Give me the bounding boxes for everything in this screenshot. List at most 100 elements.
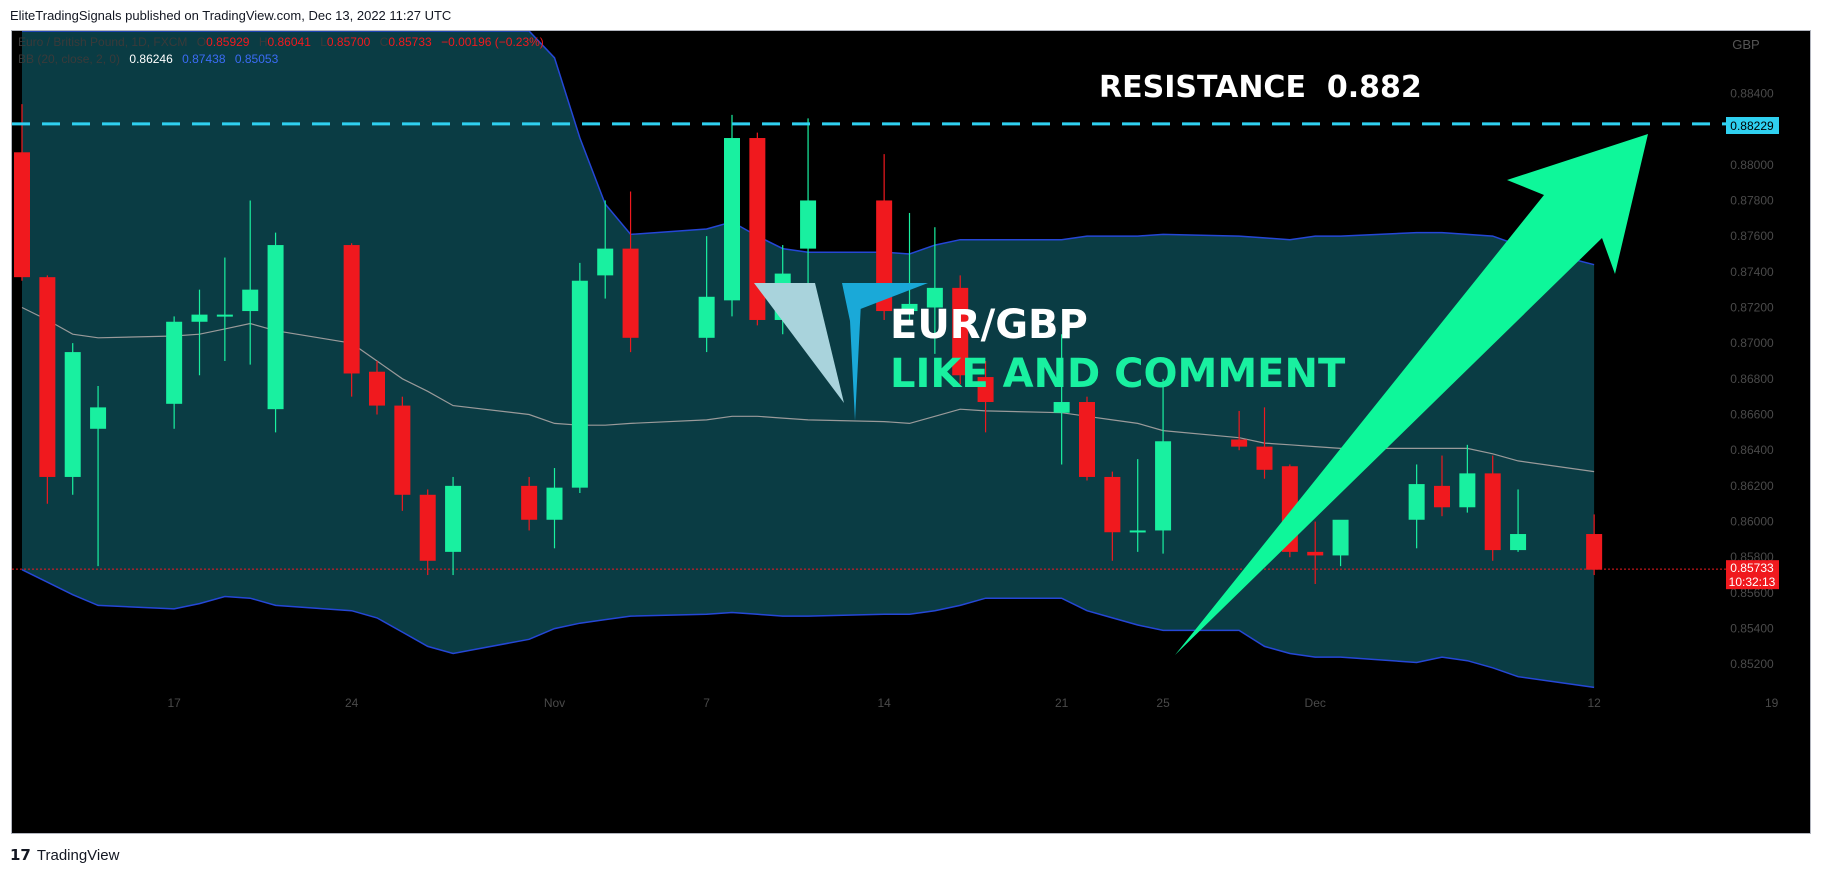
candle-body	[1459, 473, 1476, 508]
candle-body	[1155, 441, 1172, 531]
publish-line: EliteTradingSignals published on Trading…	[10, 8, 452, 23]
candle-body	[343, 245, 360, 374]
candle-body	[952, 287, 969, 376]
candle-body	[1231, 439, 1248, 447]
candle-body	[394, 405, 411, 495]
price-tick-label: 0.86200	[1730, 479, 1774, 493]
candle	[64, 343, 81, 495]
candle	[1104, 471, 1121, 561]
time-tick-label: 7	[703, 696, 710, 710]
tradingview-brand: TradingView	[36, 846, 120, 864]
candle-body	[926, 287, 943, 308]
candle-body	[749, 138, 766, 320]
ohlc-low: 0.85700	[327, 35, 371, 49]
candlestick-chart[interactable]: RESISTANCE 0.882 EUR/GBP LIKE AND COMMEN…	[12, 31, 1810, 833]
ohlc-close: 0.85733	[388, 35, 432, 49]
candle-body	[166, 321, 183, 404]
candle-body	[1586, 534, 1603, 570]
candle-body	[521, 485, 538, 520]
candle-body	[64, 352, 81, 477]
candle-body	[546, 487, 563, 520]
candle	[800, 118, 817, 304]
candle	[546, 468, 563, 549]
brand-logo-icon	[754, 283, 928, 421]
candle-body	[39, 277, 56, 477]
candle-body	[698, 296, 715, 338]
candle	[698, 236, 715, 353]
candle	[1307, 521, 1324, 584]
candle	[1459, 444, 1476, 513]
time-tick-label: 21	[1055, 696, 1069, 710]
price-tick-label: 0.88000	[1730, 158, 1774, 172]
publish-header: EliteTradingSignals published on Trading…	[0, 0, 1823, 30]
time-tick-label: Nov	[544, 696, 565, 710]
time-tick-label: 24	[345, 696, 359, 710]
price-tick-label: 0.87400	[1730, 265, 1774, 279]
price-tick-label: 0.87800	[1730, 193, 1774, 207]
candle-body	[571, 280, 588, 488]
candle-body	[800, 200, 817, 249]
candle-body	[1408, 484, 1425, 520]
candle	[1155, 378, 1172, 554]
bb-upper-value: 0.87438	[182, 52, 226, 66]
candle-body	[216, 314, 233, 317]
time-tick-label: Dec	[1305, 696, 1326, 710]
bollinger-lower-line	[21, 569, 1595, 689]
candle-body	[901, 303, 918, 312]
candle	[1053, 334, 1070, 465]
like-and-comment-label: LIKE AND COMMENT	[890, 351, 1346, 397]
price-tick-label: 0.86400	[1730, 443, 1774, 457]
candle	[571, 262, 588, 493]
candle-body	[14, 152, 30, 278]
candle	[952, 275, 969, 385]
candle	[1408, 464, 1425, 549]
ohlc-change: −0.00196 (−0.23%)	[441, 35, 544, 49]
candle	[242, 200, 259, 365]
bb-label: BB (20, close, 2, 0)	[18, 52, 120, 66]
price-tick-label: 0.86600	[1730, 408, 1774, 422]
candle	[926, 227, 943, 354]
time-tick-label: 14	[877, 696, 891, 710]
price-tick-label: 0.87000	[1730, 336, 1774, 350]
legend: Euro / British Pound, 1D, FXCM O0.85929 …	[18, 35, 544, 66]
candle	[622, 191, 639, 353]
candle	[369, 361, 385, 415]
last-price-label: 0.85733	[1730, 561, 1774, 575]
bullish-arrow-icon	[1175, 134, 1648, 655]
currency-label: GBP	[1732, 37, 1759, 52]
candle-body	[1434, 485, 1450, 508]
candle	[1510, 489, 1527, 552]
candle	[977, 361, 994, 433]
resistance-annotation: RESISTANCE 0.882	[1099, 70, 1422, 105]
candle	[1256, 407, 1273, 479]
candle	[343, 243, 360, 397]
price-tick-label: 0.87200	[1730, 300, 1774, 314]
price-tick-label: 0.85200	[1730, 657, 1774, 671]
candle	[724, 114, 740, 317]
tradingview-logo[interactable]: 17 TradingView	[10, 846, 119, 864]
chart-pane[interactable]: RESISTANCE 0.882 EUR/GBP LIKE AND COMMEN…	[11, 30, 1811, 834]
bollinger-band-layer	[21, 31, 1595, 689]
last-price-tag: 0.85733 10:32:13	[1726, 560, 1779, 590]
time-tick-label: 25	[1156, 696, 1170, 710]
candle-body	[622, 248, 639, 338]
price-tick-label: 0.85400	[1730, 622, 1774, 636]
time-tick-label: 19	[1765, 696, 1779, 710]
candle	[267, 232, 284, 433]
candle	[39, 275, 56, 504]
candle-body	[1053, 402, 1070, 413]
candle-body	[369, 371, 385, 406]
countdown-label: 10:32:13	[1729, 575, 1776, 589]
candle	[749, 132, 766, 326]
ohlc-open: 0.85929	[206, 35, 250, 49]
candle-body	[597, 248, 614, 276]
candle	[1434, 455, 1450, 517]
candle-body	[977, 377, 994, 403]
candle	[191, 289, 208, 376]
bb-basis-value: 0.86246	[129, 52, 173, 66]
time-tick-label: 17	[167, 696, 181, 710]
price-tick-label: 0.88400	[1730, 86, 1774, 100]
time-axis[interactable]: 1724Nov7142125Dec12192620239	[167, 696, 1810, 710]
candle	[1129, 459, 1146, 552]
price-tick-label: 0.87600	[1730, 229, 1774, 243]
